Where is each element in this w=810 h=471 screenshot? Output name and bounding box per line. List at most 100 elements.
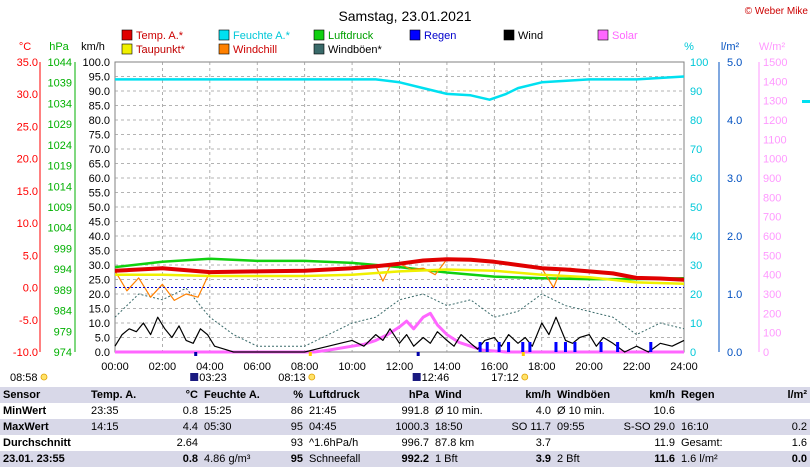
solar-tick-label: 1200 — [763, 115, 787, 127]
stats-header-cell: °C — [153, 387, 201, 403]
stats-cell: 10.6 — [620, 403, 678, 419]
humidity-tick-label: 80 — [690, 115, 702, 127]
humidity-unit-label: % — [684, 41, 694, 53]
event-time-label: 03:23 — [199, 372, 227, 384]
legend-swatch-gust — [313, 43, 325, 55]
rain-bar — [507, 342, 511, 352]
kmh-tick-label: 5.0 — [95, 333, 110, 345]
event-marker-moon — [194, 352, 198, 356]
hpa-tick-label: 1009 — [48, 202, 72, 214]
chart-title: Samstag, 23.01.2021 — [338, 8, 471, 24]
stats-header-cell: Temp. A. — [88, 387, 153, 403]
solar-tick-label: 500 — [763, 250, 781, 262]
legend-label-humidity: Feuchte A.* — [233, 30, 291, 42]
gust-line — [114, 287, 685, 347]
rain-bar — [599, 342, 603, 352]
stats-header-cell: Wind — [432, 387, 500, 403]
legend-swatch-humidity — [218, 29, 230, 41]
stats-cell: 3.7 — [500, 435, 554, 451]
stats-header-cell: % — [266, 387, 306, 403]
time-tick-label: 06:00 — [243, 361, 271, 373]
solar-tick-label: 800 — [763, 192, 781, 204]
kmh-tick-label: 15.0 — [89, 304, 110, 316]
credit-label: © Weber Mike — [745, 6, 809, 17]
hpa-tick-label: 1024 — [48, 140, 72, 152]
stats-header-cell: l/m² — [744, 387, 810, 403]
stats-cell: S-SO 29.0 — [620, 419, 678, 435]
temp-tick-label: -10.0 — [13, 347, 38, 359]
hpa-tick-label: 989 — [54, 285, 72, 297]
legend-label-wind: Wind — [518, 30, 543, 42]
stats-header-cell: Regen — [678, 387, 744, 403]
kmh-tick-label: 35.0 — [89, 246, 110, 258]
humidity-tick-label: 20 — [690, 289, 702, 301]
stats-cell: Gesamt: — [678, 435, 744, 451]
solar-tick-label: 1400 — [763, 76, 787, 88]
kmh-tick-label: 45.0 — [89, 217, 110, 229]
solar-tick-label: 400 — [763, 270, 781, 282]
solar-tick-label: 0 — [763, 347, 769, 359]
stats-cell: 1 Bft — [432, 451, 500, 467]
rain-bar — [616, 342, 620, 352]
rain-tick-label: 0.0 — [727, 347, 742, 359]
event-marker-moon — [416, 352, 420, 356]
solar-tick-label: 100 — [763, 328, 781, 340]
legend-label-temp: Temp. A.* — [136, 30, 184, 42]
solar-tick-label: 600 — [763, 231, 781, 243]
temp-tick-label: 5.0 — [23, 250, 38, 262]
humidity-tick-label: 0 — [690, 347, 696, 359]
hpa-tick-label: 1029 — [48, 119, 72, 131]
hpa-tick-label: 1034 — [48, 98, 72, 110]
legend-swatch-windchill — [218, 43, 230, 55]
stats-cell: 11.9 — [620, 435, 678, 451]
legend-label-windchill: Windchill — [233, 44, 277, 56]
stats-header-cell: Sensor — [0, 387, 88, 403]
solar-tick-label: 700 — [763, 212, 781, 224]
time-tick-label: 10:00 — [338, 361, 366, 373]
rain-bar — [528, 342, 532, 352]
kmh-tick-label: 80.0 — [89, 115, 110, 127]
solar-tick-label: 300 — [763, 289, 781, 301]
stats-cell — [88, 451, 153, 467]
kmh-tick-label: 65.0 — [89, 159, 110, 171]
rain-bar — [563, 342, 567, 352]
stats-cell: 11.6 — [620, 451, 678, 467]
legend-swatch-wind — [503, 29, 515, 41]
solar-tick-label: 1100 — [763, 134, 787, 146]
rain-bar — [521, 342, 525, 352]
kmh-tick-label: 85.0 — [89, 101, 110, 113]
stats-cell — [678, 403, 744, 419]
humidity-tick-label: 10 — [690, 318, 702, 330]
event-marker-sun — [308, 352, 312, 356]
stats-cell: MaxWert — [0, 419, 88, 435]
event-time-label: 12:46 — [422, 372, 450, 384]
solar-tick-label: 1300 — [763, 96, 787, 108]
humidity-tick-label: 30 — [690, 260, 702, 272]
rain-bar — [573, 342, 577, 352]
sun-icon — [521, 373, 529, 381]
stats-cell: 0.2 — [744, 419, 810, 435]
time-tick-label: 00:00 — [101, 361, 129, 373]
kmh-tick-label: 100.0 — [82, 57, 110, 69]
stats-cell: 23.01. 23:55 — [0, 451, 88, 467]
legend-label-gust: Windböen* — [328, 44, 383, 56]
stats-cell: 23:35 — [88, 403, 153, 419]
stats-cell: 996.7 — [374, 435, 432, 451]
current-time-label: 08:58 — [10, 372, 38, 384]
time-tick-label: 16:00 — [481, 361, 509, 373]
stats-cell: Schneefall — [306, 451, 374, 467]
solar-tick-label: 1500 — [763, 57, 787, 69]
rain-bar — [497, 342, 501, 352]
stats-cell: 21:45 — [306, 403, 374, 419]
stats-row: MaxWert 14:15 4.4 05:30 95 04:45 1000.3 18:50 SO… — [0, 419, 810, 435]
legend-swatch-solar — [597, 29, 609, 41]
legend-label-pressure: Luftdruck — [328, 30, 374, 42]
event-time-label: 17:12 — [491, 372, 519, 384]
rain-tick-label: 4.0 — [727, 115, 742, 127]
wind-line — [114, 316, 685, 353]
stats-cell: 4.0 — [500, 403, 554, 419]
dewpoint-line — [115, 268, 685, 285]
time-tick-label: 08:00 — [291, 361, 319, 373]
stats-cell: 4.86 g/m³ — [201, 451, 266, 467]
humidity-tick-label: 50 — [690, 202, 702, 214]
